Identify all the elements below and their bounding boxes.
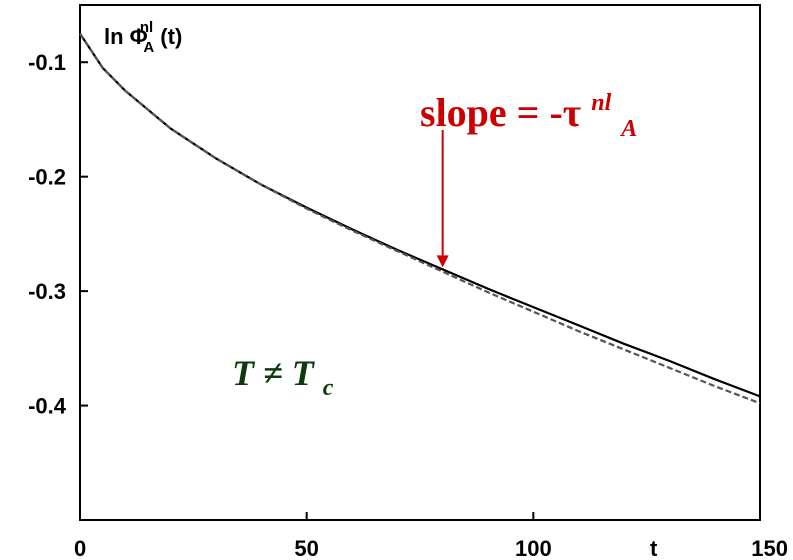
slope-text: slope = -τ bbox=[420, 90, 581, 135]
y-tick-label: -0.2 bbox=[28, 165, 66, 190]
y-axis-title-base: ln Φ bbox=[104, 24, 148, 49]
y-axis-title-sup: nl bbox=[140, 19, 153, 36]
y-axis-title: ln Φ nl A (t) bbox=[104, 12, 182, 57]
svg-text:slope = -τ nl A: slope = -τ nl A bbox=[420, 74, 637, 142]
temperature-annotation: T ≠ T c bbox=[232, 353, 334, 401]
svg-text:T ≠ T c: T ≠ T c bbox=[232, 353, 334, 401]
y-tick-label: -0.4 bbox=[28, 394, 67, 419]
y-tick-label: -0.3 bbox=[28, 279, 66, 304]
slope-annotation: slope = -τ nl A bbox=[420, 74, 637, 268]
temperature-text: T ≠ T bbox=[232, 353, 316, 393]
series-group bbox=[79, 32, 761, 405]
slope-arrow-head bbox=[436, 255, 449, 268]
x-tick-label: 0 bbox=[74, 536, 86, 560]
x-tick-label: 100 bbox=[515, 536, 552, 560]
y-ticks: -0.1 -0.2 -0.3 -0.4 bbox=[28, 50, 88, 419]
series-line-2 bbox=[79, 32, 761, 405]
y-tick-label: -0.1 bbox=[28, 50, 66, 75]
x-tick-label: 150 bbox=[751, 536, 788, 560]
slope-sub: A bbox=[619, 116, 637, 142]
x-ticks: 0 50 100 150 bbox=[74, 512, 788, 560]
svg-text:ln Φ nl A (t: ln Φ nl A (t) bbox=[104, 12, 182, 57]
y-axis-title-sub: A bbox=[143, 39, 154, 56]
x-axis-title: t bbox=[650, 536, 658, 560]
temperature-sub: c bbox=[323, 375, 334, 401]
x-tick-label: 50 bbox=[294, 536, 318, 560]
slope-sup: nl bbox=[591, 90, 611, 116]
y-axis-title-suffix: (t) bbox=[160, 24, 182, 49]
